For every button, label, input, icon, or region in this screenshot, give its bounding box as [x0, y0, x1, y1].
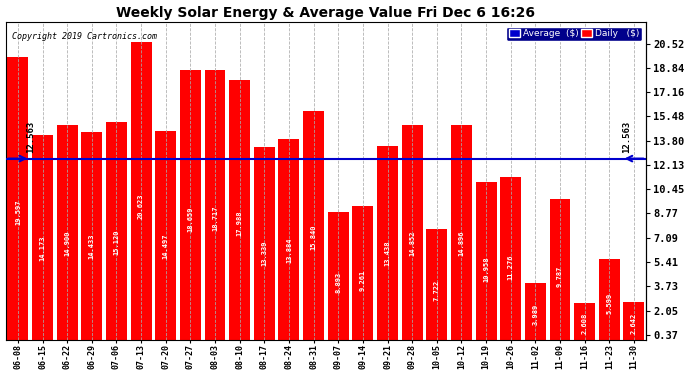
Text: 8.893: 8.893 — [335, 272, 342, 293]
Text: 5.599: 5.599 — [607, 293, 612, 315]
Bar — [303, 111, 324, 340]
Bar — [574, 303, 595, 340]
Bar — [155, 130, 176, 340]
Bar — [130, 42, 152, 340]
Bar — [624, 302, 644, 340]
Text: 14.497: 14.497 — [163, 233, 169, 259]
Text: 14.433: 14.433 — [89, 234, 95, 259]
Text: 20.623: 20.623 — [138, 194, 144, 219]
Text: 19.597: 19.597 — [15, 200, 21, 225]
Bar — [328, 211, 348, 340]
Text: 9.261: 9.261 — [360, 269, 366, 291]
Bar — [229, 80, 250, 340]
Text: 18.659: 18.659 — [188, 206, 193, 232]
Text: 14.173: 14.173 — [39, 235, 46, 261]
Bar — [475, 182, 497, 340]
Text: 15.840: 15.840 — [310, 225, 317, 250]
Bar — [180, 70, 201, 340]
Text: 13.884: 13.884 — [286, 237, 292, 262]
Bar — [254, 147, 275, 340]
Bar — [500, 177, 521, 340]
Bar — [402, 126, 422, 340]
Text: 9.787: 9.787 — [557, 266, 563, 287]
Bar — [8, 57, 28, 340]
Bar — [549, 199, 571, 340]
Text: 12.563: 12.563 — [622, 120, 631, 153]
Text: 15.120: 15.120 — [113, 229, 119, 255]
Bar — [377, 146, 398, 340]
Bar — [525, 283, 546, 340]
Bar — [32, 135, 53, 340]
Bar — [451, 125, 472, 340]
Bar — [57, 125, 78, 340]
Bar — [426, 229, 447, 340]
Text: 2.642: 2.642 — [631, 312, 637, 334]
Text: 14.900: 14.900 — [64, 231, 70, 256]
Legend: Average  ($), Daily   ($): Average ($), Daily ($) — [506, 27, 642, 41]
Bar — [279, 140, 299, 340]
Bar — [353, 206, 373, 340]
Text: 7.722: 7.722 — [434, 279, 440, 301]
Text: 10.958: 10.958 — [483, 256, 489, 282]
Text: 14.896: 14.896 — [458, 231, 464, 256]
Text: 13.339: 13.339 — [262, 241, 267, 266]
Text: 11.276: 11.276 — [508, 254, 514, 280]
Text: 12.563: 12.563 — [26, 120, 34, 153]
Text: 13.438: 13.438 — [384, 240, 391, 266]
Text: Copyright 2019 Cartronics.com: Copyright 2019 Cartronics.com — [12, 32, 157, 40]
Text: 3.989: 3.989 — [533, 304, 538, 325]
Bar — [204, 70, 226, 340]
Text: 2.608: 2.608 — [582, 313, 588, 334]
Text: 17.988: 17.988 — [237, 210, 243, 236]
Bar — [599, 259, 620, 340]
Title: Weekly Solar Energy & Average Value Fri Dec 6 16:26: Weekly Solar Energy & Average Value Fri … — [117, 6, 535, 20]
Bar — [81, 132, 102, 340]
Text: 18.717: 18.717 — [212, 206, 218, 231]
Bar — [106, 122, 127, 340]
Text: 14.852: 14.852 — [409, 231, 415, 256]
